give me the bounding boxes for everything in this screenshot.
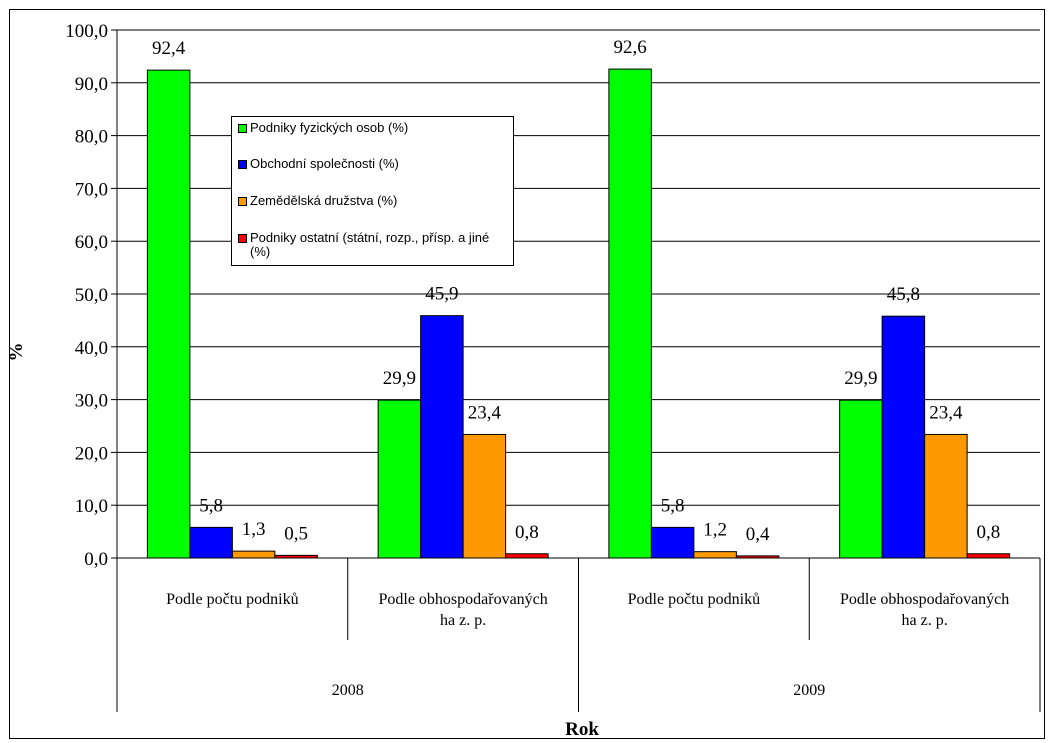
data-label: 29,9 [383,368,416,389]
category-label-line: Podle počtu podniků [628,591,760,608]
legend-swatch-green [238,124,247,133]
legend-label: Obchodní společnosti (%) [250,156,399,171]
y-tick-label: 70,0 [75,179,108,200]
legend-item: Zemědělská družstva (%) [238,194,506,208]
group-label: 2008 [332,682,364,699]
data-label: 23,4 [468,402,502,423]
data-label: 5,8 [661,495,685,516]
y-tick-label: 100,0 [65,21,108,42]
legend-item: Obchodní společnosti (%) [238,157,506,171]
data-label: 29,9 [844,368,877,389]
category-label: Podle počtu podniků [166,591,298,608]
category-label-line: Podle obhospodařovaných [840,591,1009,608]
bar [274,554,318,559]
legend-item: Podniky ostatní (státní, rozp., přísp. a… [238,231,506,259]
bars [146,68,1011,559]
data-label: 0,8 [515,522,539,543]
bar [881,315,926,559]
y-axis-label: % [6,343,27,362]
legend-item: Podniky fyzických osob (%) [238,121,506,135]
bar [924,433,968,559]
bar [735,555,780,559]
x-axis-label: Rok [565,719,599,740]
bar [462,433,507,559]
y-tick-label: 80,0 [75,127,108,148]
bar [608,68,652,559]
y-tick-label: 50,0 [75,285,108,306]
category-label-line: Podle počtu podniků [166,591,298,608]
y-tick-label: 30,0 [75,391,108,412]
category-label: Podle počtu podniků [628,591,760,608]
group-label: 2009 [793,682,825,699]
y-tick-label: 60,0 [75,232,108,253]
bar [231,550,276,559]
category-label-line: Podle obhospodařovaných [378,591,547,608]
y-tick-label: 90,0 [75,74,108,95]
data-label: 45,9 [425,284,458,305]
data-label: 0,5 [284,523,308,544]
bar [146,69,191,559]
bar [839,399,883,559]
data-label: 1,2 [703,520,727,541]
y-tick-label: 10,0 [75,496,108,517]
legend-swatch-orange [238,197,247,206]
data-label: 0,4 [746,524,770,545]
data-label: 92,6 [614,37,647,58]
category-label: Podle obhospodařovaných ha z. p. [840,591,1009,629]
category-label-line: ha z. p. [902,612,948,629]
bar [189,526,233,559]
legend-label: Zemědělská družstva (%) [250,193,398,208]
data-labels: 92,4 29,9 92,6 29,9 5,8 45,9 5,8 45,8 1,3 23,4 1,2… [152,37,1000,545]
y-tick-label: 40,0 [75,338,108,359]
data-label: 0,8 [977,522,1001,543]
legend-label: Podniky ostatní (státní, rozp., přísp. a… [250,230,490,259]
data-label: 23,4 [929,402,963,423]
bar [377,399,422,559]
y-tick-label: 20,0 [75,443,108,464]
bar [505,553,549,559]
bar [966,553,1011,559]
y-tick-label: 0,0 [84,549,108,570]
data-label: 92,4 [152,38,186,59]
data-label: 45,8 [887,284,920,305]
bar [420,315,464,559]
bar [650,526,695,559]
category-label-line: ha z. p. [440,612,486,629]
data-label: 5,8 [199,495,223,516]
legend-label: Podniky fyzických osob (%) [250,120,409,135]
legend-swatch-blue [238,160,247,169]
legend-swatch-red [238,234,247,243]
legend: Podniky fyzických osob (%) Obchodní spol… [231,116,514,266]
category-label: Podle obhospodařovaných ha z. p. [378,591,547,629]
data-label: 1,3 [242,519,266,540]
bar [693,551,737,559]
